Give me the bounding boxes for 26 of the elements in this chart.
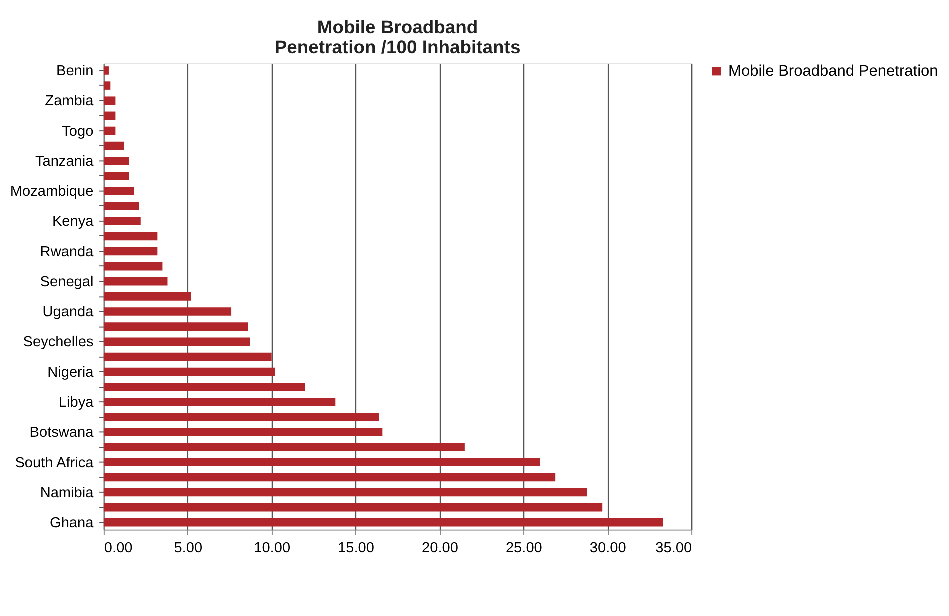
y-tick-label: Namibia [40, 485, 95, 502]
y-tick-label: Seychelles [23, 334, 94, 351]
y-tick-label: Senegal [40, 274, 94, 290]
y-tick-label: Nigeria [48, 364, 95, 381]
y-tick-label: Tanzania [35, 154, 95, 170]
y-tick-label: Benin [56, 64, 94, 80]
x-tick-label: 30.00 [590, 540, 626, 557]
y-tick-label: Ghana [50, 516, 95, 532]
x-tick-label: 5.00 [174, 540, 203, 557]
y-tick-label: Libya [58, 395, 95, 412]
x-tick-label: 35.00 [656, 540, 692, 557]
x-tick-label: 25.00 [506, 540, 542, 557]
chart-title: Mobile Broadband Penetration /100 Inhabitants [274, 16, 521, 58]
y-tick-label: Uganda [42, 304, 95, 321]
y-tick-label: South Africa [15, 455, 95, 472]
y-tick-label: Rwanda [40, 244, 95, 260]
y-tick-label: Mozambique [10, 184, 94, 200]
x-tick-label: 15.00 [338, 540, 374, 557]
y-tick-label: Zambia [45, 94, 95, 110]
x-tick-label: 10.00 [254, 540, 291, 557]
x-tick-label: 20.00 [422, 540, 458, 557]
x-tick-label: 0.00 [104, 540, 133, 557]
y-tick-label: Botswana [30, 425, 95, 442]
y-tick-label: Togo [62, 124, 94, 140]
legend-label: Mobile Broadband Penetration [728, 63, 938, 80]
y-tick-label: Kenya [52, 214, 95, 230]
